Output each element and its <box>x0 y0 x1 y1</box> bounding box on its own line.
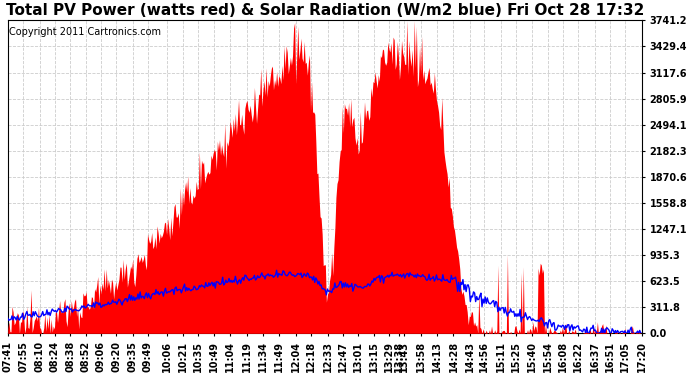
Text: Copyright 2011 Cartronics.com: Copyright 2011 Cartronics.com <box>9 27 161 37</box>
Title: Total PV Power (watts red) & Solar Radiation (W/m2 blue) Fri Oct 28 17:32: Total PV Power (watts red) & Solar Radia… <box>6 3 644 18</box>
